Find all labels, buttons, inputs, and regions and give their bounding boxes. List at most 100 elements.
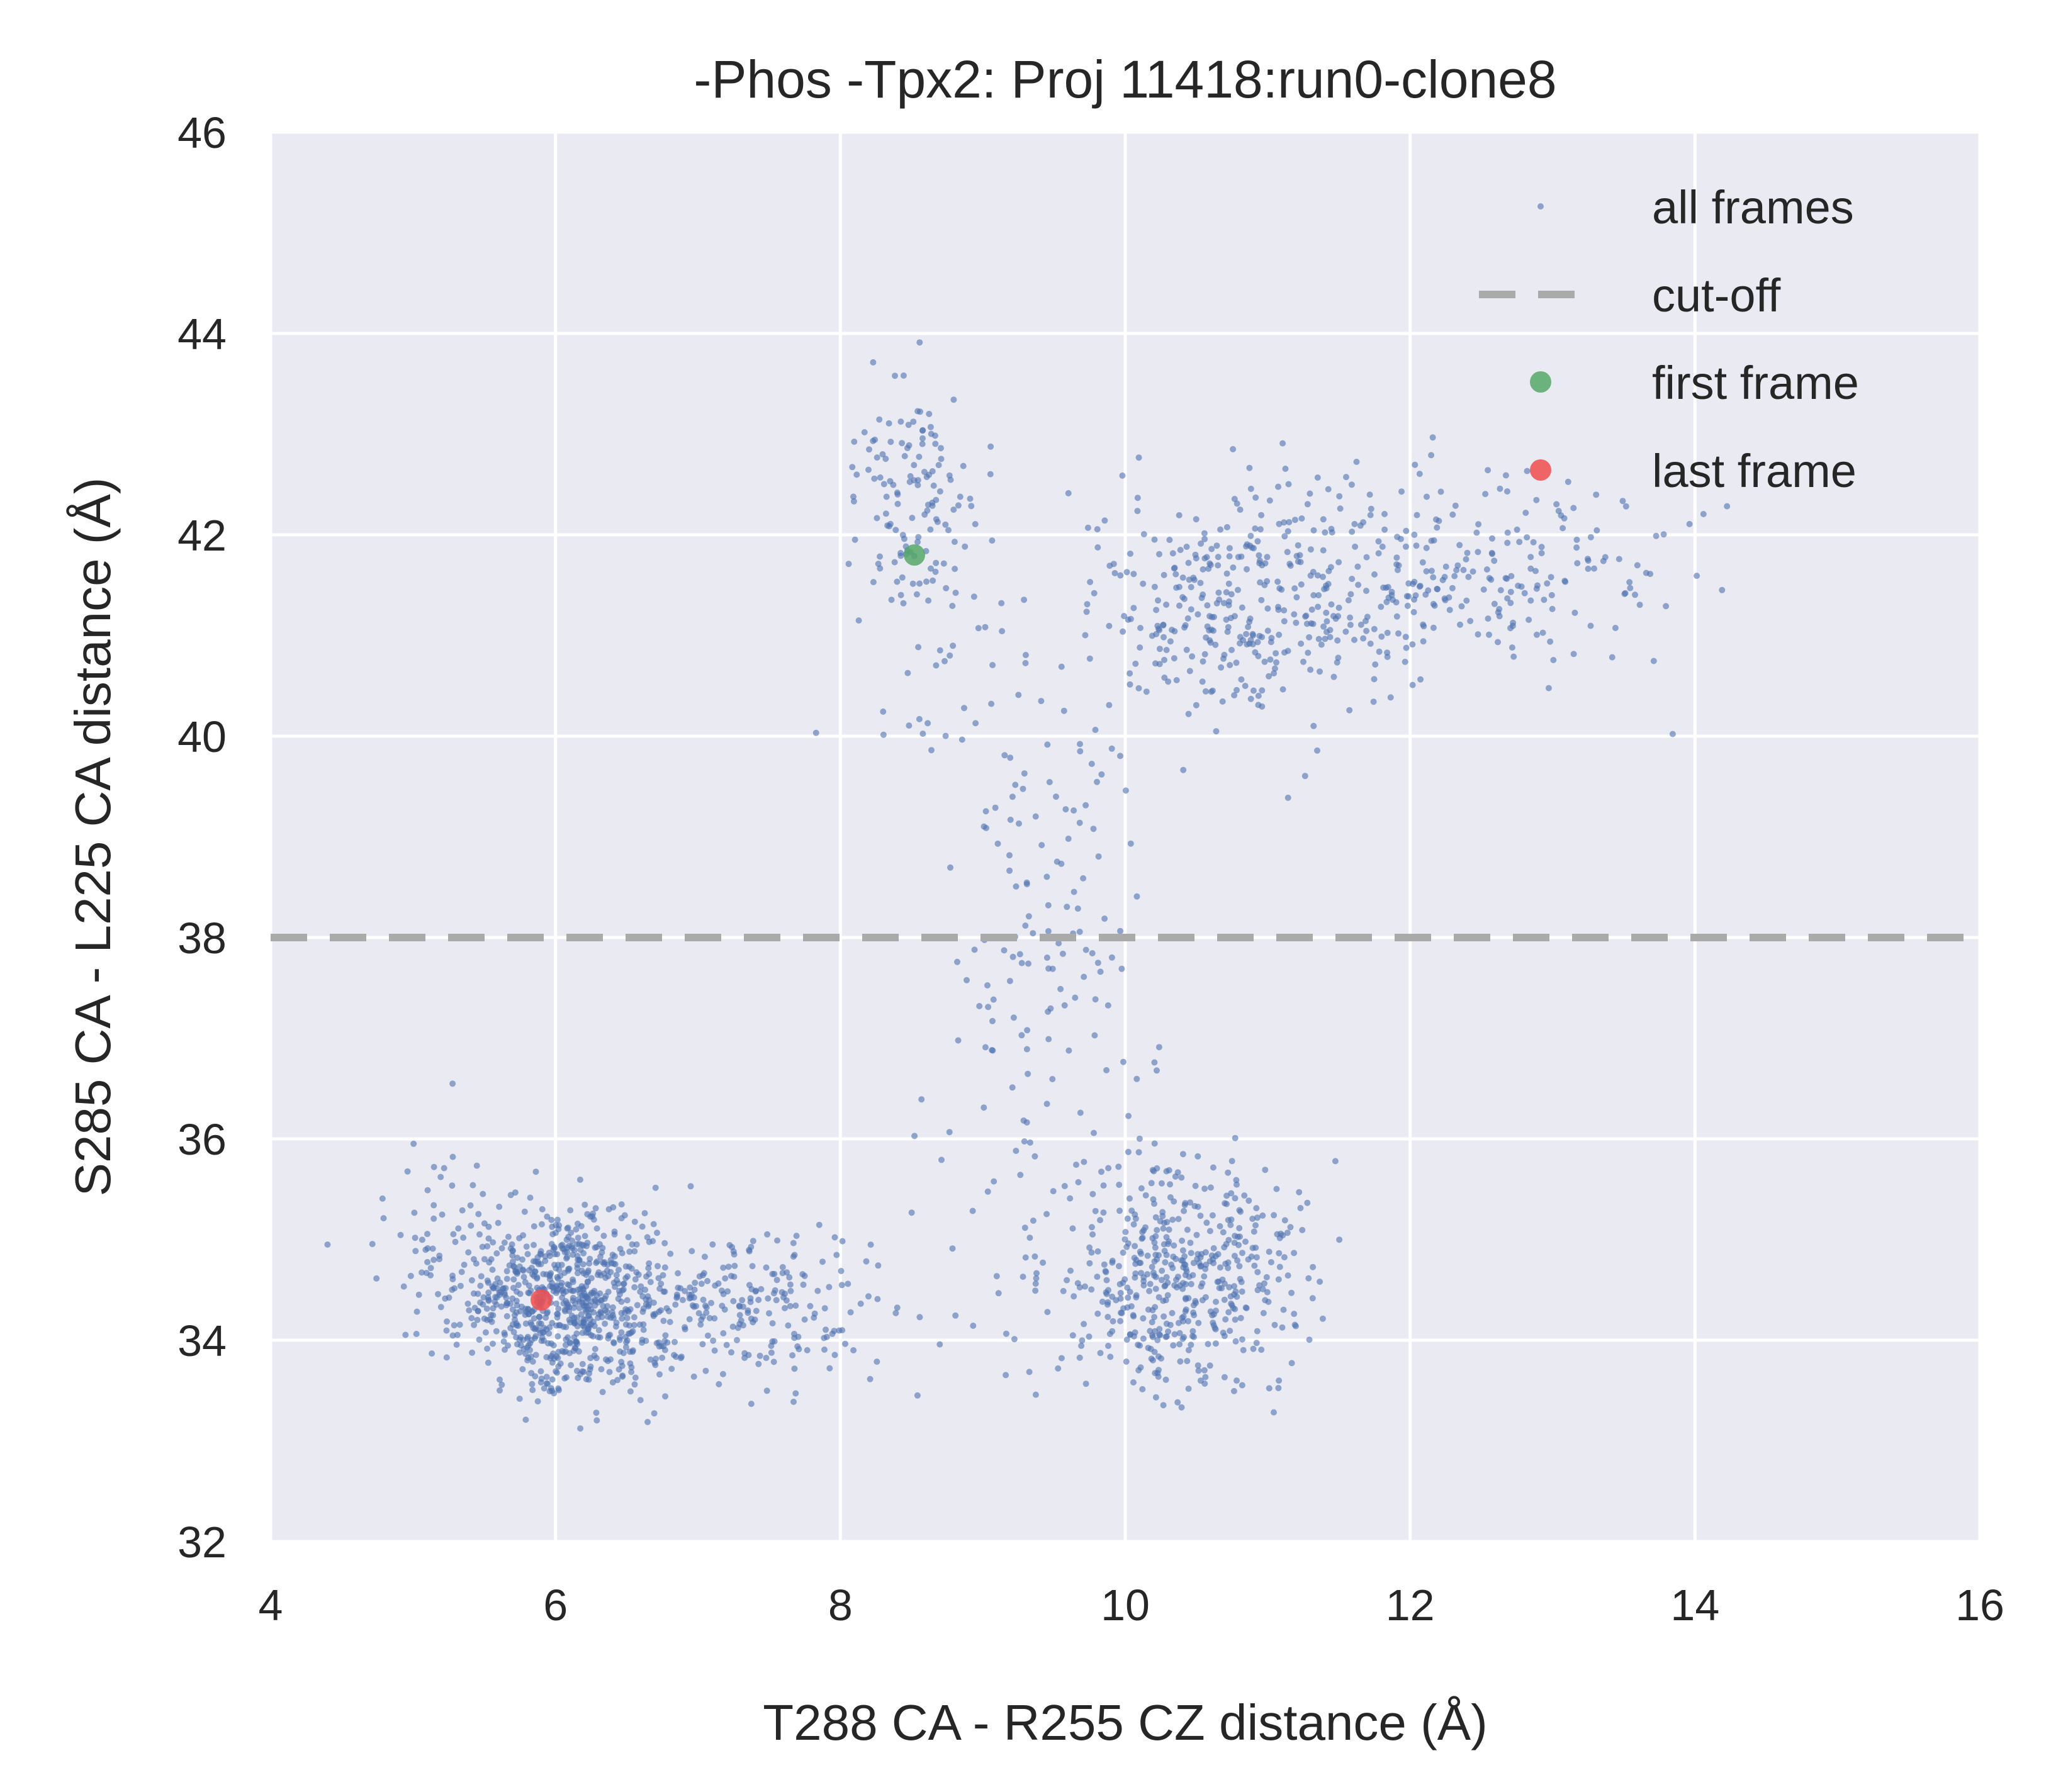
data-point (998, 600, 1005, 607)
data-point (1018, 1032, 1025, 1039)
data-point (1154, 1165, 1160, 1172)
data-point (801, 1316, 808, 1323)
data-point (1259, 687, 1266, 694)
data-point (1483, 566, 1490, 573)
data-point (908, 1209, 915, 1216)
data-point (1123, 1336, 1130, 1343)
data-point (1239, 1250, 1245, 1257)
data-point (583, 1243, 590, 1250)
data-point (1117, 753, 1123, 759)
data-point (1003, 1330, 1009, 1337)
data-point (658, 1280, 665, 1287)
data-point (506, 1262, 513, 1269)
data-point (1534, 631, 1540, 638)
data-point (1303, 612, 1310, 619)
data-point (724, 1288, 731, 1295)
data-point (1116, 1207, 1123, 1214)
data-point (1121, 1236, 1128, 1243)
data-point (1430, 537, 1437, 544)
data-point (1022, 652, 1029, 658)
data-point (598, 1366, 605, 1373)
data-point (697, 1321, 704, 1328)
data-point (741, 1355, 748, 1361)
data-point (1092, 1207, 1099, 1214)
data-point (1243, 630, 1250, 637)
data-point (1171, 655, 1177, 662)
data-point (569, 1238, 576, 1244)
data-point (791, 1365, 798, 1372)
data-point (1185, 559, 1192, 566)
data-point (1205, 1341, 1211, 1348)
data-point (1371, 625, 1378, 632)
data-point (918, 1096, 925, 1103)
data-point (1452, 502, 1459, 509)
data-point (1127, 615, 1134, 622)
data-point (524, 1251, 531, 1258)
data-point (484, 1345, 491, 1352)
data-point (821, 1305, 828, 1312)
data-point (1202, 688, 1209, 695)
data-point (1550, 657, 1557, 663)
data-point (1170, 1342, 1177, 1349)
data-point (1166, 1226, 1172, 1233)
data-point (1089, 1190, 1096, 1197)
data-point (1273, 1185, 1280, 1192)
y-tick-label: 46 (177, 108, 227, 157)
data-point (907, 473, 914, 479)
data-point (578, 1223, 585, 1229)
data-point (1007, 754, 1014, 761)
data-point (1347, 622, 1354, 629)
data-point (911, 1133, 918, 1140)
data-point (1430, 624, 1437, 631)
data-point (497, 1376, 503, 1383)
data-point (960, 462, 967, 469)
data-point (675, 1270, 682, 1277)
data-point (1080, 875, 1087, 882)
data-point (1262, 560, 1269, 567)
data-point (1282, 466, 1289, 472)
data-point (534, 1254, 541, 1261)
data-point (1201, 1380, 1208, 1387)
data-point (871, 475, 878, 482)
data-point (587, 1316, 593, 1323)
data-point (583, 1375, 590, 1382)
data-point (1301, 773, 1308, 780)
data-point (1527, 554, 1534, 561)
data-point (1215, 562, 1222, 569)
data-point (548, 1340, 554, 1347)
data-point (1291, 1250, 1298, 1257)
data-point (1083, 608, 1090, 615)
data-point (954, 958, 960, 965)
data-point (970, 1323, 977, 1329)
data-point (661, 1338, 668, 1345)
data-point (779, 1263, 786, 1270)
data-point (1160, 1225, 1167, 1232)
data-point (1257, 526, 1264, 533)
data-point (568, 1362, 575, 1369)
data-point (611, 1228, 618, 1235)
data-point (1325, 568, 1332, 574)
data-point (1231, 1240, 1238, 1246)
data-point (831, 1352, 838, 1358)
data-point (557, 1360, 564, 1367)
data-point (1031, 1153, 1038, 1160)
data-point (528, 1370, 535, 1377)
data-point (914, 1392, 921, 1399)
data-point (520, 1232, 527, 1239)
data-point (473, 1162, 480, 1169)
data-point (755, 1360, 762, 1367)
data-point (549, 1350, 556, 1357)
data-point (1142, 1192, 1149, 1199)
data-point (565, 1265, 572, 1272)
data-point (1541, 596, 1548, 603)
data-point (587, 1291, 594, 1298)
y-tick-label: 40 (177, 712, 227, 761)
data-point (1663, 603, 1670, 610)
data-point (1201, 1185, 1208, 1192)
data-point (1343, 474, 1349, 481)
data-point (1199, 678, 1206, 685)
data-point (575, 1348, 582, 1355)
data-point (477, 1299, 484, 1306)
data-point (1164, 1279, 1171, 1286)
data-point (1221, 1333, 1228, 1340)
